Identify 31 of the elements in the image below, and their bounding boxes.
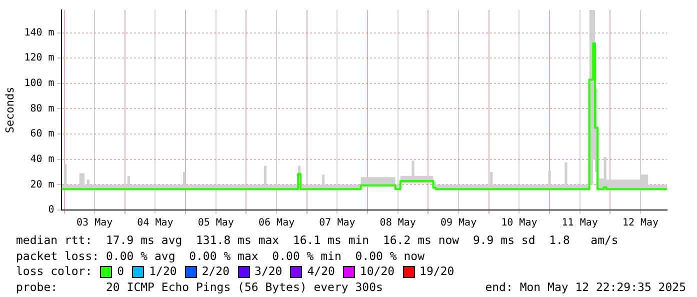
legend-label: 10/20 [360,264,395,280]
y-tick-label: 20 m [30,179,54,190]
y-tick-label: 140 m [24,27,54,38]
text: end: Mon May 12 22:29:35 2025 [485,280,686,295]
text: packet loss: 0.00 % avg 0.00 % max 0.00 % min 0.00 % now [16,248,426,264]
x-tick-label: 03 May [76,218,113,229]
y-tick-label: 60 m [30,128,54,140]
y-tick-label: 40 m [30,154,54,165]
x-tick-label: 06 May [258,218,295,229]
text: median rtt: 17.9 ms avg 131.8 ms max 16.1 ms min 16.2 ms now 9.9 ms sd 1.8 am/s [16,233,620,248]
legend-label: 2/20 [202,264,230,280]
x-tick-label: 12 May [622,218,659,229]
legend-label: 0 [117,264,124,280]
legend-label: 19/20 [420,264,454,280]
text: probe: 20 ICMP Echo Pings (56 Bytes) every 300s [16,280,383,295]
x-tick-label: 08 May [380,218,416,229]
x-tick-label: 10 May [501,218,538,229]
y-tick-label: 80 m [30,103,54,114]
x-tick-label: 11 May [562,218,598,229]
y-tick-label: 0 [48,204,54,216]
y-tick-label: 100 m [24,78,54,90]
legend-label: 3/20 [254,264,282,280]
legend-label: 4/20 [307,264,335,280]
x-tick-label: 09 May [440,218,477,229]
x-tick-label: 05 May [198,218,234,229]
y-axis-title: Seconds [3,86,16,134]
legend-label: 1/20 [149,264,177,280]
y-tick-label: 120 m [24,52,54,64]
x-tick-label: 07 May [319,218,356,229]
x-tick-label: 04 May [137,218,174,229]
legend-title: loss color: [16,264,92,280]
